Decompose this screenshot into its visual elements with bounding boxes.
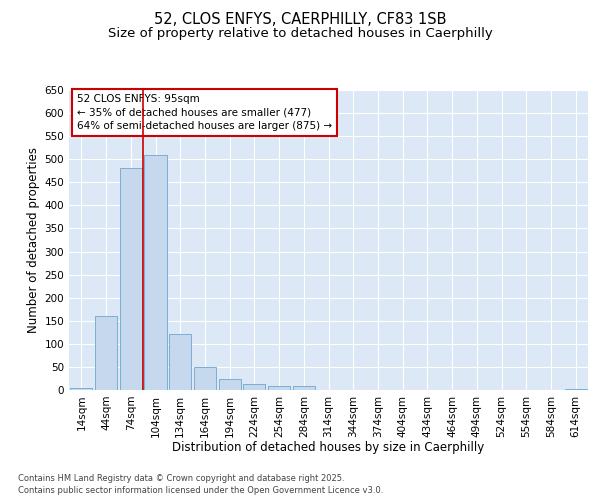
Text: Size of property relative to detached houses in Caerphilly: Size of property relative to detached ho…	[107, 28, 493, 40]
Bar	[268, 386, 290, 390]
Bar	[293, 386, 315, 390]
Bar	[95, 316, 117, 390]
Text: Contains HM Land Registry data © Crown copyright and database right 2025.
Contai: Contains HM Land Registry data © Crown c…	[18, 474, 383, 495]
Bar	[194, 367, 216, 390]
Bar	[243, 384, 265, 390]
Bar	[70, 388, 92, 390]
Bar	[145, 154, 167, 390]
Bar	[169, 334, 191, 390]
Text: 52 CLOS ENFYS: 95sqm
← 35% of detached houses are smaller (477)
64% of semi-deta: 52 CLOS ENFYS: 95sqm ← 35% of detached h…	[77, 94, 332, 131]
Y-axis label: Number of detached properties: Number of detached properties	[27, 147, 40, 333]
Bar	[565, 388, 587, 390]
X-axis label: Distribution of detached houses by size in Caerphilly: Distribution of detached houses by size …	[172, 441, 485, 454]
Bar	[218, 379, 241, 390]
Text: 52, CLOS ENFYS, CAERPHILLY, CF83 1SB: 52, CLOS ENFYS, CAERPHILLY, CF83 1SB	[154, 12, 446, 28]
Bar	[119, 168, 142, 390]
